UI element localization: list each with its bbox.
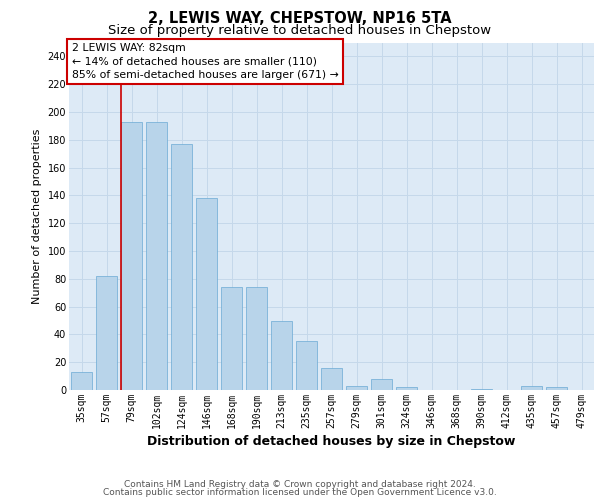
Y-axis label: Number of detached properties: Number of detached properties (32, 128, 42, 304)
Bar (396, 387, 417, 390)
Bar (321, 368, 342, 390)
Bar (96, 276, 117, 390)
Text: 2, LEWIS WAY, CHEPSTOW, NP16 5TA: 2, LEWIS WAY, CHEPSTOW, NP16 5TA (148, 11, 452, 26)
Bar (371, 379, 392, 390)
Bar (346, 386, 367, 390)
Text: 2 LEWIS WAY: 82sqm
← 14% of detached houses are smaller (110)
85% of semi-detach: 2 LEWIS WAY: 82sqm ← 14% of detached hou… (71, 43, 338, 80)
Text: Contains HM Land Registry data © Crown copyright and database right 2024.: Contains HM Land Registry data © Crown c… (124, 480, 476, 489)
Bar (71, 372, 92, 390)
Bar (171, 144, 192, 390)
Text: Contains public sector information licensed under the Open Government Licence v3: Contains public sector information licen… (103, 488, 497, 497)
Bar (521, 386, 542, 390)
Bar (471, 388, 492, 390)
Bar (121, 122, 142, 390)
Bar (296, 342, 317, 390)
Bar (246, 287, 267, 390)
Bar (271, 320, 292, 390)
X-axis label: Distribution of detached houses by size in Chepstow: Distribution of detached houses by size … (148, 435, 515, 448)
Bar (546, 387, 567, 390)
Bar (146, 122, 167, 390)
Text: Size of property relative to detached houses in Chepstow: Size of property relative to detached ho… (109, 24, 491, 37)
Bar (196, 198, 217, 390)
Bar (221, 287, 242, 390)
